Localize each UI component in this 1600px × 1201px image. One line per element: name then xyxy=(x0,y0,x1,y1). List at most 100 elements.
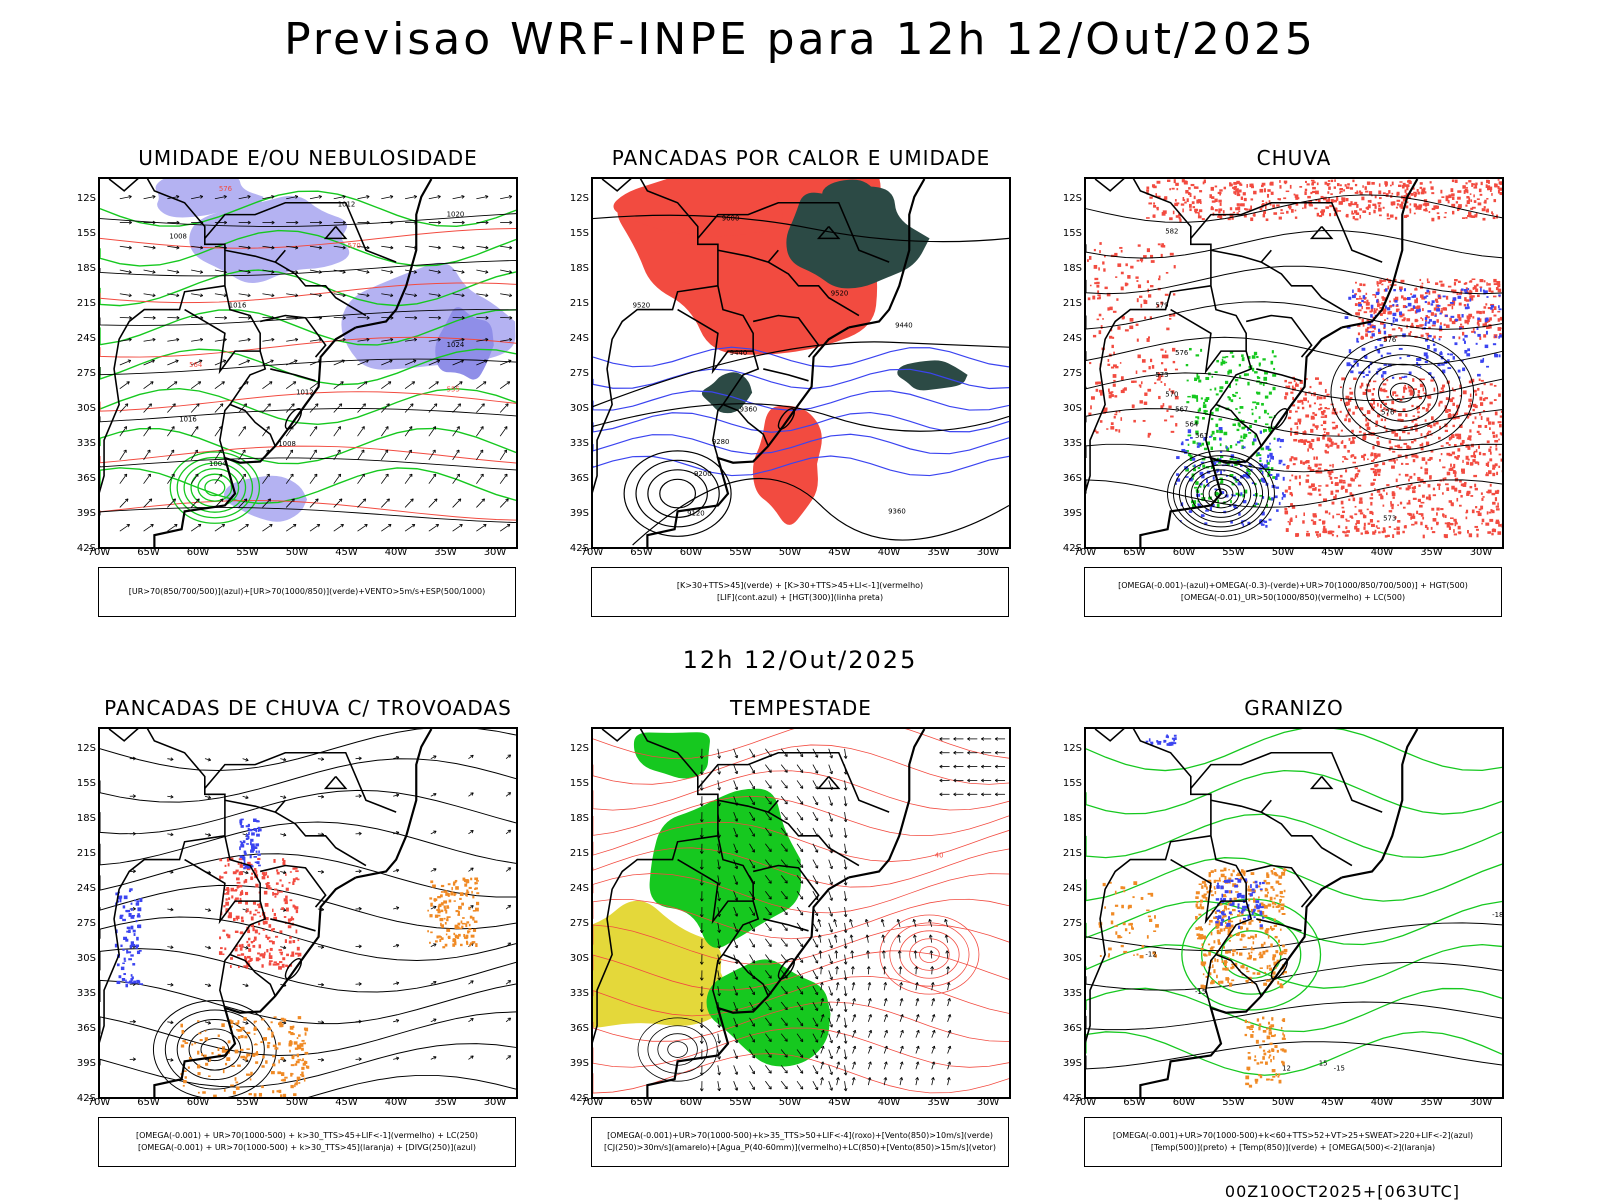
storm-pixel xyxy=(427,930,429,932)
rain-pixel xyxy=(1464,297,1466,301)
storm-pixel xyxy=(267,937,270,939)
storm-pixel xyxy=(267,1028,271,1031)
rain-pixel xyxy=(1361,532,1363,534)
storm-pixel xyxy=(243,965,246,967)
rain-pixel xyxy=(1501,459,1502,462)
rain-pixel xyxy=(1496,287,1499,290)
rain-pixel xyxy=(1148,294,1151,297)
rain-pixel xyxy=(1403,183,1406,187)
rain-pixel xyxy=(1433,423,1435,426)
rain-pixel xyxy=(1356,190,1358,193)
rain-pixel xyxy=(1461,472,1465,474)
rain-pixel xyxy=(1465,217,1467,219)
storm-pixel xyxy=(293,940,296,943)
rain-pixel xyxy=(1256,402,1259,405)
rain-pixel xyxy=(1194,464,1196,466)
storm-pixel xyxy=(225,1063,227,1065)
divergence-pixel xyxy=(136,937,139,941)
rain-pixel xyxy=(1485,425,1488,428)
storm-pixel xyxy=(271,1032,273,1036)
rain-pixel xyxy=(1372,446,1374,450)
rain-pixel xyxy=(1446,487,1449,491)
rain-pixel xyxy=(1225,356,1228,358)
rain-pixel xyxy=(1376,292,1379,295)
divergence-pixel xyxy=(137,915,141,918)
rain-pixel xyxy=(1457,197,1461,200)
rain-pixel xyxy=(1240,492,1242,495)
rain-pixel xyxy=(1427,281,1430,283)
storm-pixel xyxy=(251,873,253,875)
rain-pixel xyxy=(1371,305,1374,309)
storm-pixel xyxy=(256,1052,258,1055)
rain-pixel xyxy=(1386,492,1388,495)
geopotential-contour xyxy=(660,479,696,507)
divergence-pixel xyxy=(128,958,132,960)
storm-pixel xyxy=(208,1075,210,1077)
rain-pixel xyxy=(1486,418,1489,422)
storm-pixel xyxy=(278,1060,279,1064)
rain-pixel xyxy=(1424,296,1427,298)
rain-pixel xyxy=(1185,439,1188,441)
rain-pixel xyxy=(1164,419,1167,421)
contour-label: 1016 xyxy=(229,302,247,310)
rain-pixel xyxy=(1415,319,1418,322)
storm-pixel xyxy=(274,1016,277,1018)
rain-pixel xyxy=(1456,201,1458,203)
wind-vector xyxy=(500,382,510,389)
rain-pixel xyxy=(1327,191,1329,194)
storm-pixel xyxy=(472,896,474,899)
rain-pixel xyxy=(1476,311,1479,314)
rain-pixel xyxy=(1435,299,1438,302)
rain-pixel xyxy=(1341,430,1343,432)
rain-pixel xyxy=(1404,288,1406,291)
rain-pixel xyxy=(1239,397,1241,399)
rain-pixel xyxy=(1359,296,1361,298)
rain-pixel xyxy=(1353,216,1355,219)
rain-pixel xyxy=(1308,486,1311,489)
rain-pixel xyxy=(1346,214,1348,218)
isobar xyxy=(100,458,516,470)
storm-pixel xyxy=(230,957,233,960)
storm-pixel xyxy=(272,1090,274,1093)
storm-pixel xyxy=(438,915,440,917)
rain-pixel xyxy=(1452,196,1454,200)
rain-pixel xyxy=(1235,392,1238,394)
wind-vector xyxy=(191,382,201,389)
lifted-condensation-contour xyxy=(890,923,969,986)
rain-pixel xyxy=(1200,349,1202,352)
rain-pixel xyxy=(1312,187,1316,189)
rain-pixel xyxy=(1345,519,1347,521)
divergence-pixel xyxy=(243,840,246,843)
rain-pixel xyxy=(1412,513,1414,517)
rain-pixel xyxy=(1380,388,1382,390)
storm-pixel xyxy=(460,892,464,896)
rain-pixel xyxy=(1109,307,1112,311)
rain-pixel xyxy=(1395,319,1398,322)
rain-pixel xyxy=(1400,502,1402,505)
rain-pixel xyxy=(1480,286,1483,288)
rain-pixel xyxy=(1312,424,1314,427)
rain-pixel xyxy=(1147,389,1151,392)
rain-pixel xyxy=(1319,404,1322,406)
lat-label: 27S xyxy=(561,918,589,929)
rain-pixel xyxy=(1298,440,1302,443)
wind-vector xyxy=(120,524,130,531)
wind-vector xyxy=(120,474,127,484)
rain-pixel xyxy=(1262,358,1265,360)
rain-pixel xyxy=(1451,502,1453,506)
streamline xyxy=(100,949,516,992)
rain-pixel xyxy=(1227,371,1229,375)
rain-pixel xyxy=(1344,458,1347,460)
rain-pixel xyxy=(1329,512,1331,514)
rain-pixel xyxy=(1370,519,1373,523)
rain-pixel xyxy=(1319,396,1323,399)
rain-pixel xyxy=(1184,180,1186,183)
rain-pixel xyxy=(1486,198,1488,200)
rain-pixel xyxy=(1396,459,1397,461)
rain-pixel xyxy=(1473,328,1475,330)
rain-pixel xyxy=(1439,338,1441,340)
rain-pixel xyxy=(1373,479,1376,481)
storm-pixel xyxy=(262,955,265,958)
divergence-pixel xyxy=(122,949,124,951)
rain-pixel xyxy=(1481,416,1483,420)
